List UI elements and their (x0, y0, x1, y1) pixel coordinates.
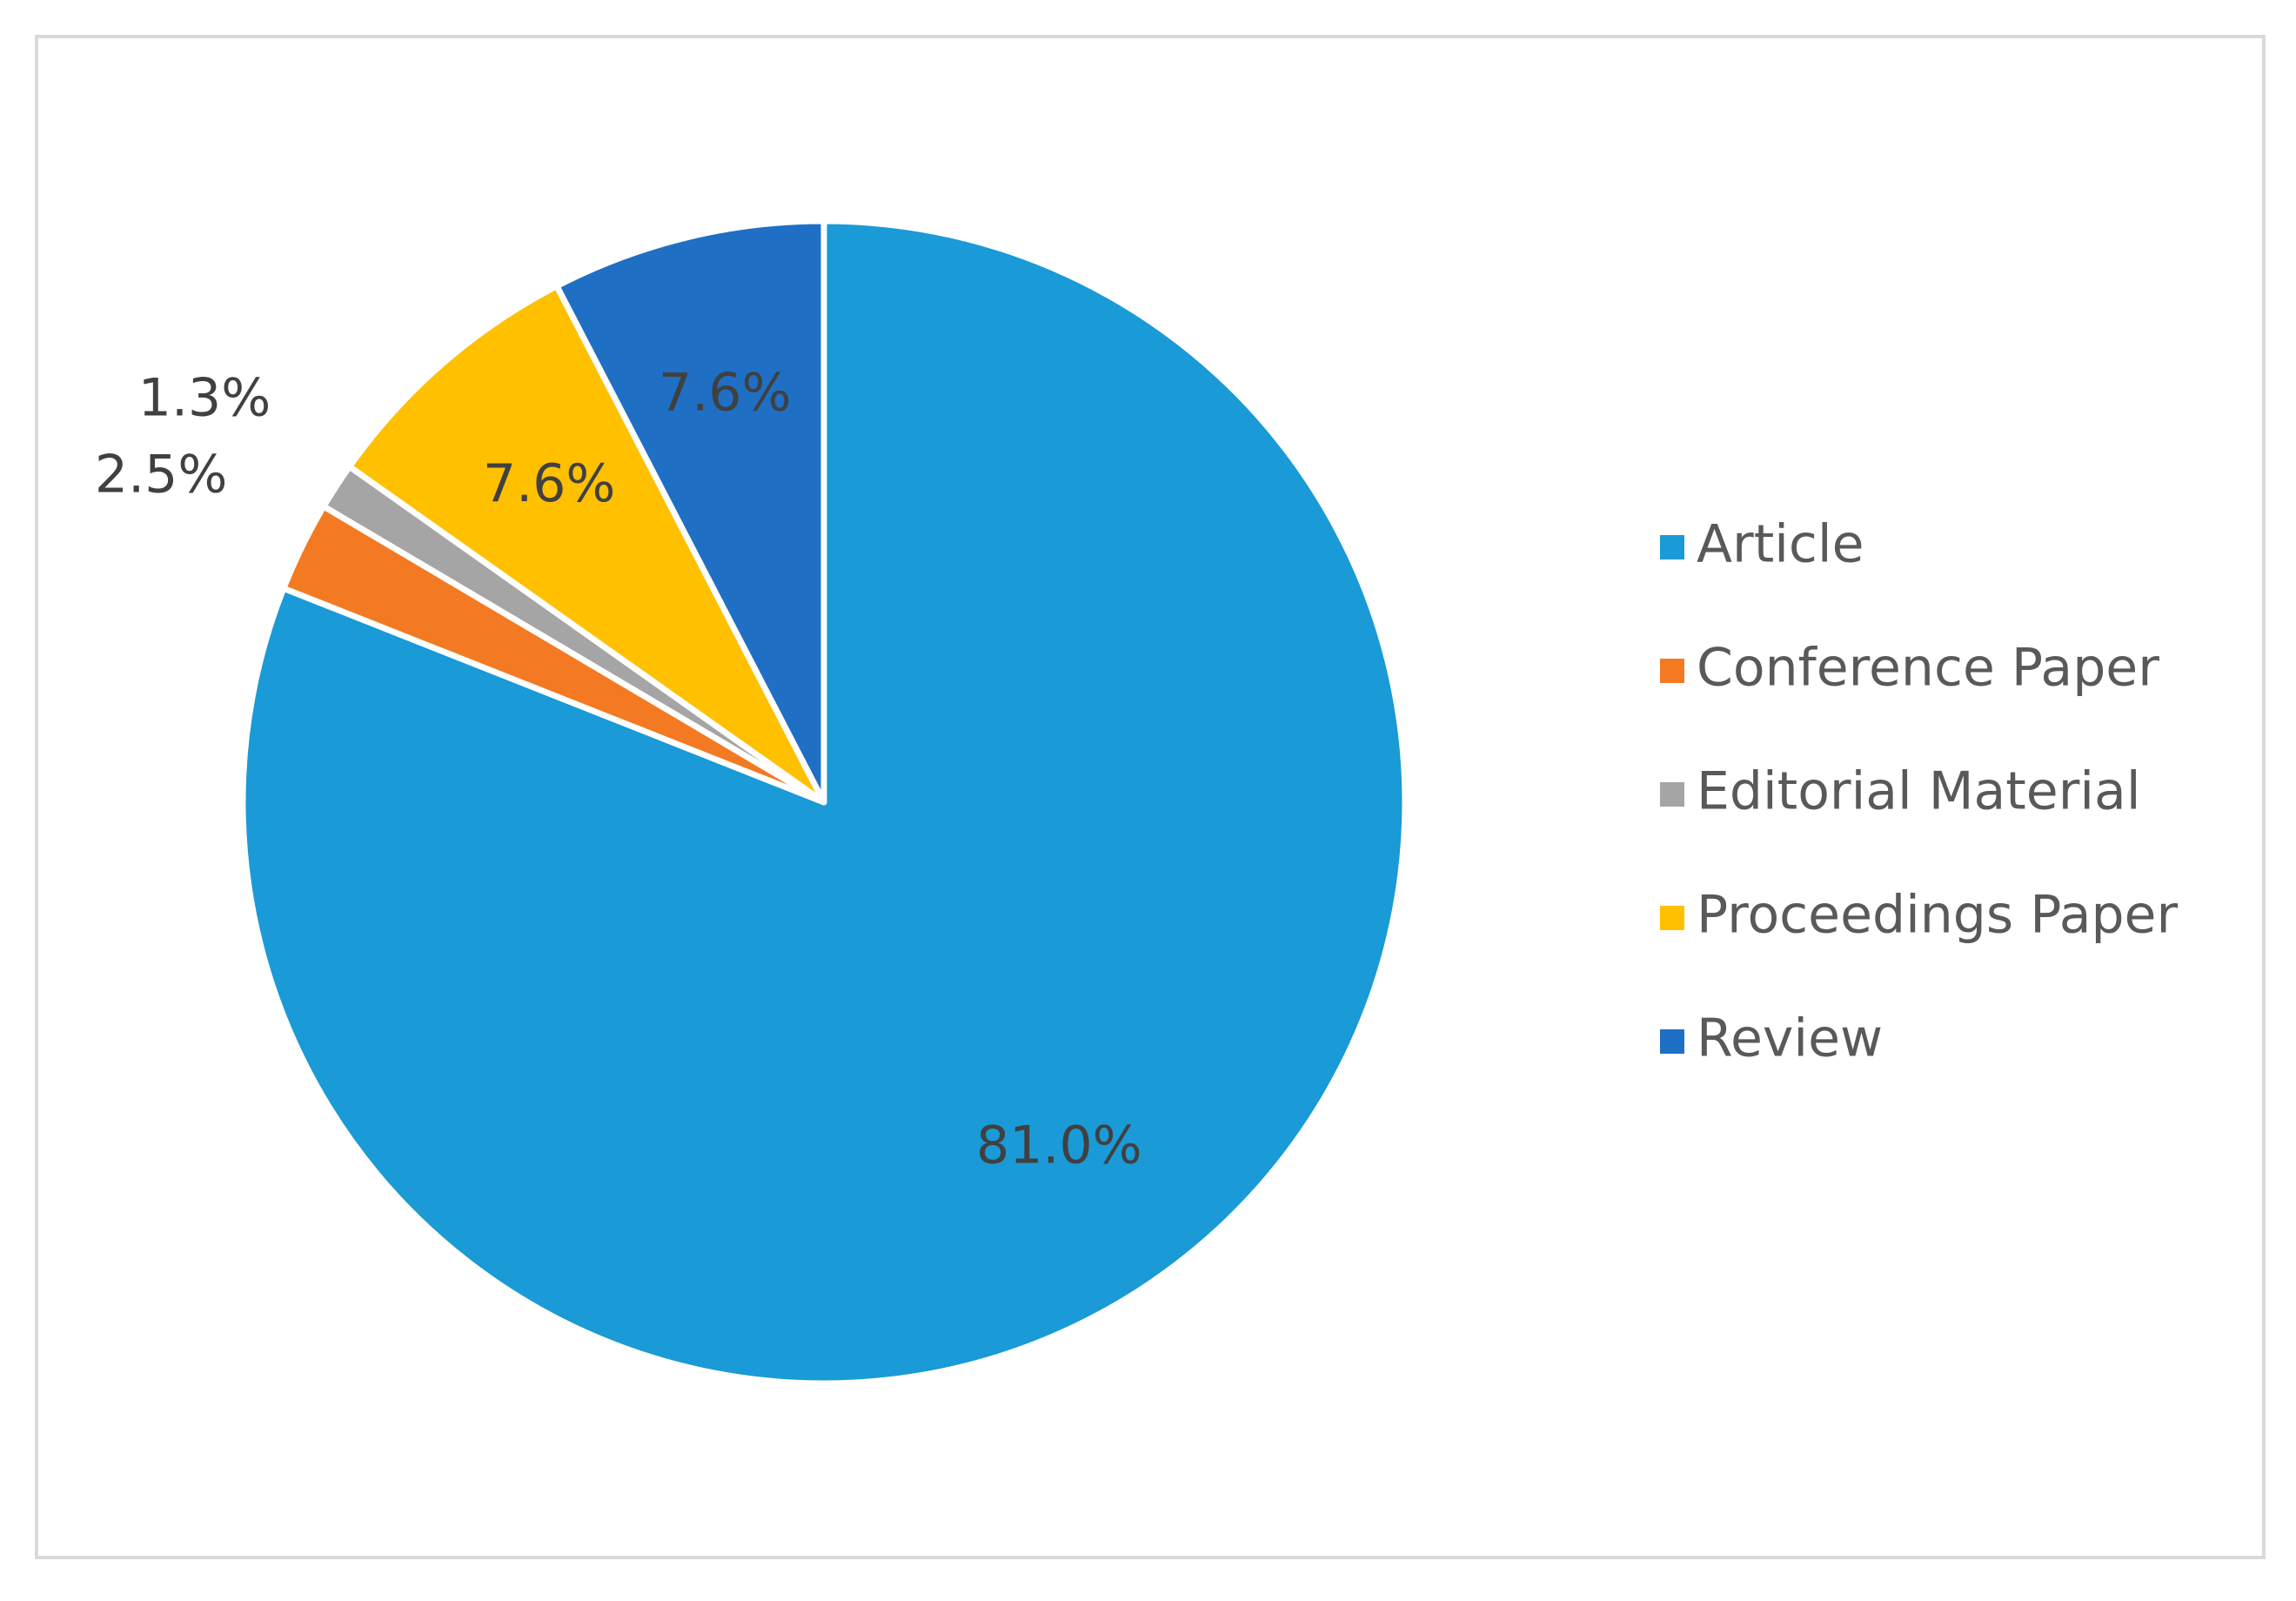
legend-marker (1660, 659, 1684, 683)
legend-label: Article (1697, 514, 1864, 575)
legend-label: Review (1697, 1008, 1883, 1069)
legend-label: Proceedings Paper (1697, 885, 2178, 946)
data-label: 7.6% (659, 362, 791, 423)
data-label: 7.6% (483, 453, 615, 514)
legend-label: Editorial Material (1697, 761, 2141, 822)
legend-marker (1660, 1029, 1684, 1054)
legend-marker (1660, 782, 1684, 807)
pie-slice (346, 283, 827, 806)
pie-slice (553, 218, 827, 806)
legend-marker (1660, 906, 1684, 930)
data-label: 1.3% (138, 367, 271, 428)
data-label: 81.0% (976, 1115, 1142, 1176)
data-label: 2.5% (95, 444, 227, 505)
legend-marker (1660, 535, 1684, 559)
legend-label: Conference Paper (1697, 638, 2159, 699)
